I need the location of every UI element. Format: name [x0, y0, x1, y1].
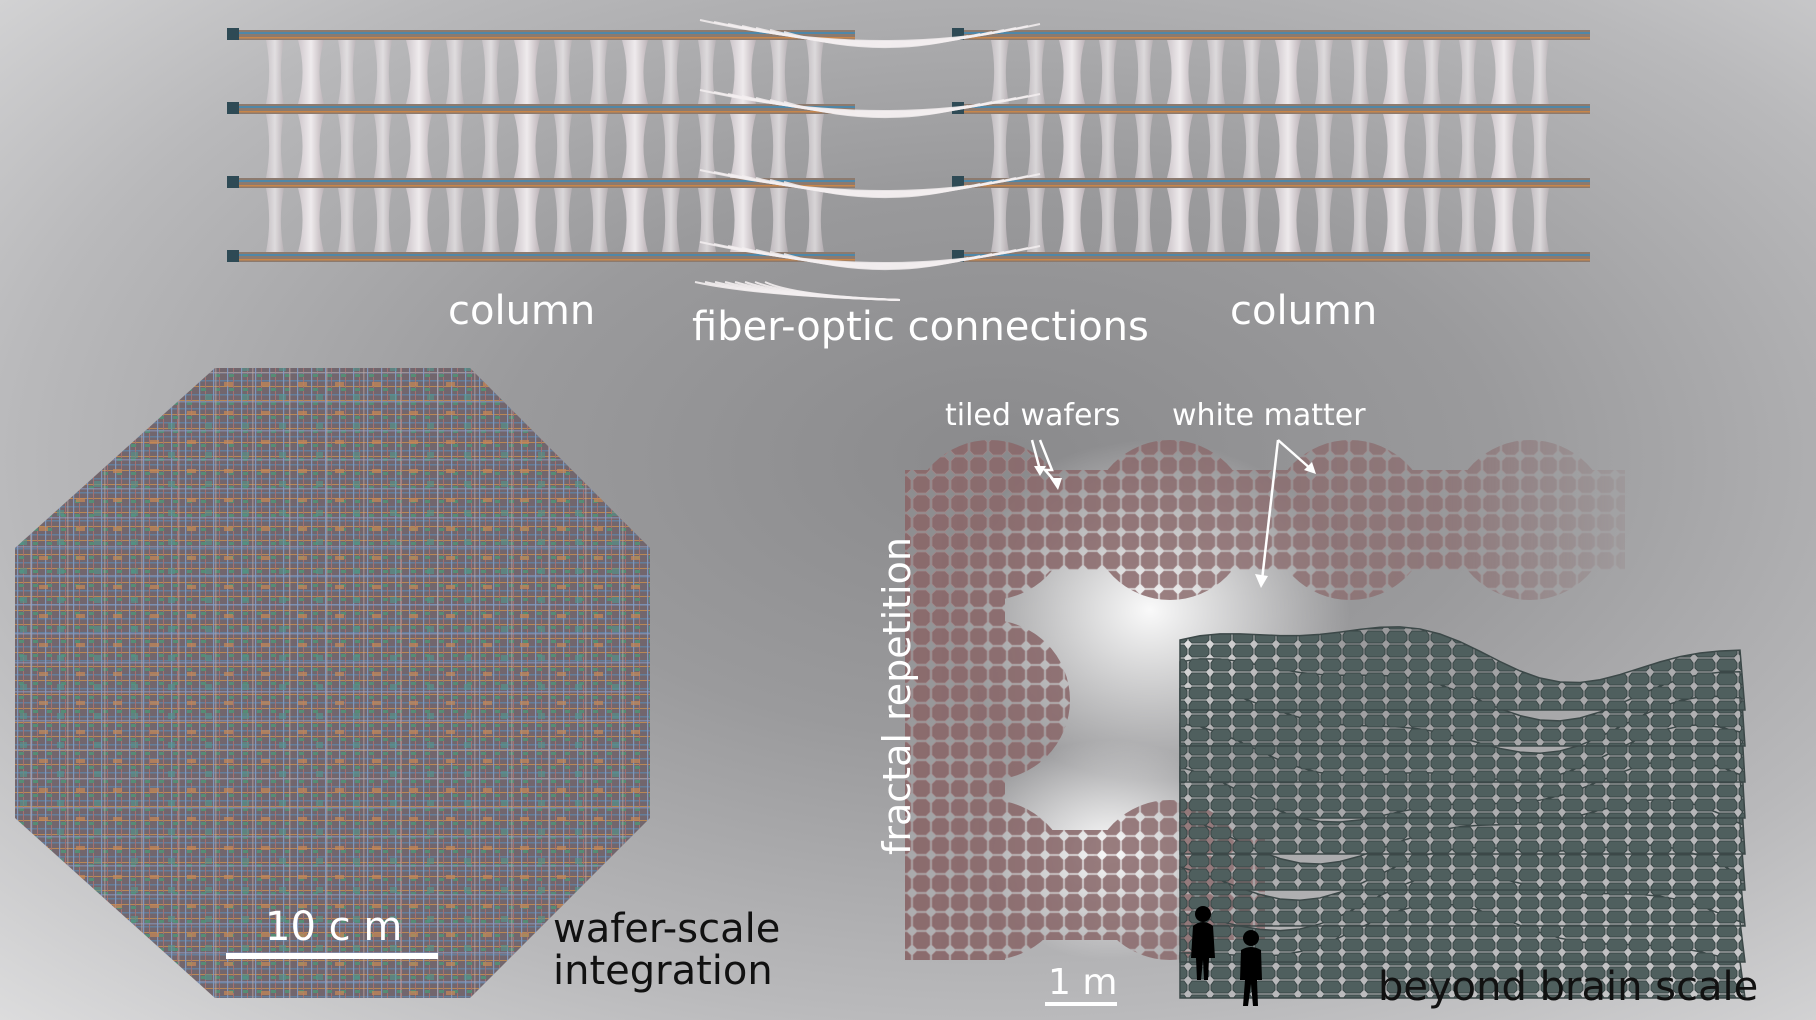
- arrow-icon: [1030, 439, 1313, 581]
- human-silhouette-icon: [1191, 906, 1262, 1006]
- arrow-heads: [1034, 462, 1316, 588]
- label-fiber-optic: fiber-optic connections: [692, 304, 1149, 350]
- label-tiled-wafers: tiled wafers: [945, 398, 1121, 433]
- wafer-octagon: [15, 368, 650, 998]
- brain-scale-stack: [1179, 626, 1746, 999]
- label-wafer-scale-integration-1: wafer-scale: [553, 906, 781, 952]
- column-right-stack: [952, 28, 1590, 262]
- column-left-stack: [227, 28, 855, 262]
- label-fractal-repetition: fractal repetition: [875, 537, 919, 855]
- label-meter-scale: 1 m: [1048, 962, 1118, 1003]
- label-column-left: column: [448, 288, 596, 334]
- label-white-matter: white matter: [1172, 398, 1366, 433]
- meter-scale-bar: [1045, 1002, 1117, 1006]
- label-beyond-brain-scale: beyond brain scale: [1378, 964, 1759, 1010]
- label-wafer-scale-integration-2: integration: [553, 948, 773, 994]
- fiber-optic-bundle: [694, 19, 1041, 301]
- label-column-right: column: [1230, 288, 1378, 334]
- label-wafer-scale-bar: 10 c m: [265, 904, 403, 950]
- wafer-scale-bar: [226, 953, 438, 959]
